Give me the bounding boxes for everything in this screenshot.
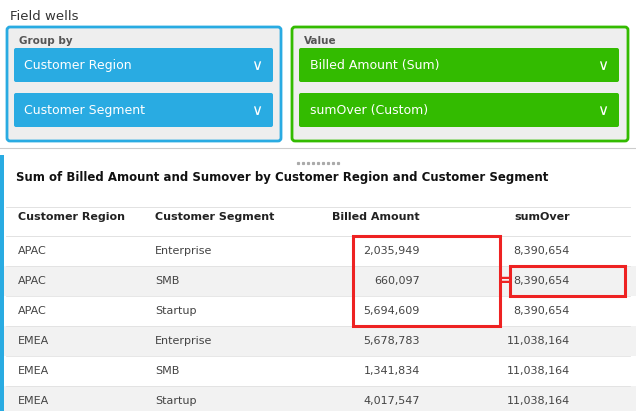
- Bar: [0, 155, 4, 411]
- Text: Customer Region: Customer Region: [24, 58, 132, 72]
- Bar: [4, 356, 636, 386]
- Text: sumOver (Custom): sumOver (Custom): [310, 104, 428, 116]
- Text: Startup: Startup: [155, 306, 197, 316]
- Text: Startup: Startup: [155, 396, 197, 406]
- Text: 11,038,164: 11,038,164: [507, 366, 570, 376]
- Text: 8,390,654: 8,390,654: [514, 276, 570, 286]
- Text: EMEA: EMEA: [18, 366, 49, 376]
- Text: Customer Region: Customer Region: [18, 212, 125, 222]
- Bar: [0, 155, 636, 411]
- Text: EMEA: EMEA: [18, 396, 49, 406]
- Text: Billed Amount (Sum): Billed Amount (Sum): [310, 58, 439, 72]
- Text: SMB: SMB: [155, 276, 179, 286]
- FancyBboxPatch shape: [7, 27, 281, 141]
- Bar: [4, 296, 636, 326]
- Text: 5,694,609: 5,694,609: [364, 306, 420, 316]
- FancyBboxPatch shape: [14, 93, 273, 127]
- Text: 1,341,834: 1,341,834: [364, 366, 420, 376]
- Text: 11,038,164: 11,038,164: [507, 396, 570, 406]
- Text: ∨: ∨: [251, 102, 262, 118]
- Text: APAC: APAC: [18, 246, 47, 256]
- Bar: [4, 236, 636, 266]
- Text: 11,038,164: 11,038,164: [507, 336, 570, 346]
- Bar: [4, 326, 636, 356]
- Text: Enterprise: Enterprise: [155, 246, 212, 256]
- Text: =: =: [497, 272, 513, 290]
- Bar: [4, 386, 636, 411]
- Bar: [510, 266, 625, 296]
- Text: Sum of Billed Amount and Sumover by Customer Region and Customer Segment: Sum of Billed Amount and Sumover by Cust…: [16, 171, 548, 184]
- Text: Value: Value: [304, 36, 336, 46]
- Text: Billed Amount: Billed Amount: [333, 212, 420, 222]
- Text: SMB: SMB: [155, 366, 179, 376]
- FancyBboxPatch shape: [299, 48, 619, 82]
- Text: 5,678,783: 5,678,783: [364, 336, 420, 346]
- Text: 8,390,654: 8,390,654: [514, 246, 570, 256]
- Text: ∨: ∨: [251, 58, 262, 72]
- Text: ∨: ∨: [597, 58, 608, 72]
- Bar: [353, 236, 500, 326]
- Text: Field wells: Field wells: [10, 10, 78, 23]
- Text: sumOver: sumOver: [515, 212, 570, 222]
- FancyBboxPatch shape: [292, 27, 628, 141]
- FancyBboxPatch shape: [299, 93, 619, 127]
- Text: 2,035,949: 2,035,949: [364, 246, 420, 256]
- Text: EMEA: EMEA: [18, 336, 49, 346]
- Text: APAC: APAC: [18, 276, 47, 286]
- Text: APAC: APAC: [18, 306, 47, 316]
- Text: Group by: Group by: [19, 36, 73, 46]
- Text: Customer Segment: Customer Segment: [155, 212, 274, 222]
- Text: Customer Segment: Customer Segment: [24, 104, 145, 116]
- Text: 660,097: 660,097: [374, 276, 420, 286]
- Text: 8,390,654: 8,390,654: [514, 306, 570, 316]
- Bar: [4, 266, 636, 296]
- Text: Enterprise: Enterprise: [155, 336, 212, 346]
- FancyBboxPatch shape: [14, 48, 273, 82]
- Text: 4,017,547: 4,017,547: [364, 396, 420, 406]
- Text: ∨: ∨: [597, 102, 608, 118]
